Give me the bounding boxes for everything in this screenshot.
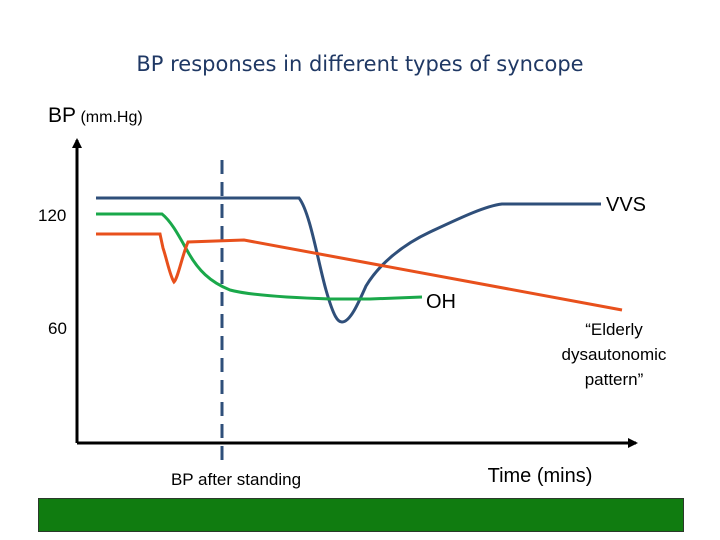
annotation-elderly-line1: “Elderly (585, 320, 643, 339)
annotation-vvs: VVS (606, 194, 646, 216)
annotation-elderly-line3: pattern” (585, 370, 644, 389)
series-line-elderly (96, 232, 623, 312)
y-axis-unit: (mm.Hg) (80, 109, 143, 126)
series-line-oh (96, 212, 423, 301)
footer-bar (38, 498, 684, 532)
y-tick-label-120: 120 (38, 206, 66, 225)
slide-title: BP responses in different types of synco… (136, 52, 584, 76)
series-line-vvs (96, 196, 601, 324)
annotation-oh: OH (426, 291, 456, 313)
annotation-elderly-line2: dysautonomic (562, 345, 667, 364)
y-tick-label-60: 60 (48, 319, 67, 338)
standing-marker-label: BP after standing (171, 470, 301, 489)
y-axis-label: BP (mm.Hg) (48, 104, 143, 128)
x-axis-label: Time (mins) (488, 465, 593, 487)
y-axis-label-text: BP (48, 104, 77, 127)
